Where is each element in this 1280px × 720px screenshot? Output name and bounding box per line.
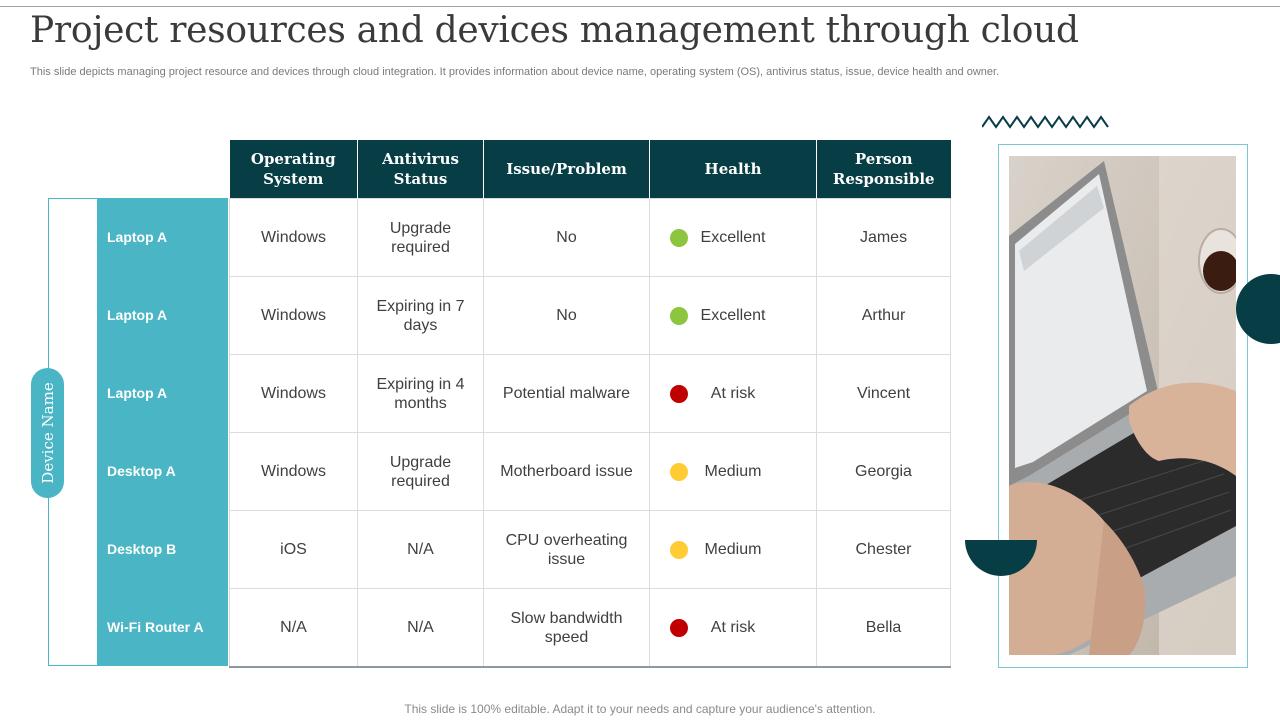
device-table: Operating System Antivirus Status Issue/…	[229, 140, 951, 668]
header-antivirus-status: Antivirus Status	[357, 140, 484, 199]
os-cell: Windows	[229, 354, 358, 433]
health-status-dot	[670, 228, 688, 247]
antivirus-cell: Expiring in 4 months	[357, 354, 484, 433]
os-cell: Windows	[229, 276, 358, 355]
os-cell: Windows	[229, 198, 358, 277]
antivirus-cell: N/A	[357, 588, 484, 668]
health-text: Excellent	[700, 229, 766, 246]
antivirus-cell: Upgrade required	[357, 432, 484, 511]
health-cell: Excellent	[649, 198, 817, 277]
device-name-label: Device Name	[38, 382, 57, 484]
slide-title: Project resources and devices management…	[30, 10, 1079, 51]
antivirus-cell: N/A	[357, 510, 484, 589]
antivirus-cell: Upgrade required	[357, 198, 484, 277]
person-cell: Chester	[816, 510, 951, 589]
footer-note: This slide is 100% editable. Adapt it to…	[404, 702, 876, 716]
issue-cell: Potential malware	[483, 354, 650, 433]
issue-cell: Motherboard issue	[483, 432, 650, 511]
os-cell: N/A	[229, 588, 358, 668]
issue-cell: CPU overheating issue	[483, 510, 650, 589]
health-cell: Excellent	[649, 276, 817, 355]
device-cell: Laptop A	[97, 276, 228, 354]
health-status-dot	[670, 462, 688, 481]
person-cell: Arthur	[816, 276, 951, 355]
health-text: At risk	[710, 385, 756, 402]
health-text: At risk	[710, 619, 756, 636]
health-status-dot	[670, 306, 688, 325]
half-circle-decoration-right	[1236, 274, 1280, 344]
health-text: Medium	[704, 541, 762, 558]
health-text: Excellent	[700, 307, 766, 324]
device-cell: Wi-Fi Router A	[97, 588, 228, 666]
device-column: Laptop A Laptop A Laptop A Desktop A Des…	[97, 198, 228, 666]
health-status-dot	[670, 618, 688, 637]
table-row: Windows Upgrade required Motherboard iss…	[229, 432, 951, 511]
person-cell: James	[816, 198, 951, 277]
table-row: Windows Upgrade required No Excellent Ja…	[229, 198, 951, 277]
top-rule	[0, 6, 1280, 7]
device-cell: Laptop A	[97, 354, 228, 432]
os-cell: iOS	[229, 510, 358, 589]
laptop-typing-photo	[1009, 156, 1236, 655]
table-row: Windows Expiring in 4 months Potential m…	[229, 354, 951, 433]
health-status-dot	[670, 384, 688, 403]
issue-cell: No	[483, 198, 650, 277]
health-text: Medium	[704, 463, 762, 480]
health-status-dot	[670, 540, 688, 559]
device-name-pill: Device Name	[31, 368, 64, 498]
header-issue-problem: Issue/Problem	[483, 140, 650, 199]
header-operating-system: Operating System	[229, 140, 358, 199]
header-person-responsible: Person Responsible	[816, 140, 951, 199]
header-health: Health	[649, 140, 817, 199]
table-row: N/A N/A Slow bandwidth speed At risk Bel…	[229, 588, 951, 668]
os-cell: Windows	[229, 432, 358, 511]
health-cell: Medium	[649, 432, 817, 511]
half-circle-decoration-bottom	[965, 540, 1037, 576]
health-cell: At risk	[649, 588, 817, 668]
table-row: Windows Expiring in 7 days No Excellent …	[229, 276, 951, 355]
antivirus-cell: Expiring in 7 days	[357, 276, 484, 355]
table-row: iOS N/A CPU overheating issue Medium Che…	[229, 510, 951, 589]
health-cell: Medium	[649, 510, 817, 589]
person-cell: Vincent	[816, 354, 951, 433]
device-cell: Laptop A	[97, 198, 228, 276]
photo-frame	[998, 144, 1248, 668]
device-cell: Desktop A	[97, 432, 228, 510]
table-header-row: Operating System Antivirus Status Issue/…	[229, 140, 951, 199]
issue-cell: No	[483, 276, 650, 355]
person-cell: Bella	[816, 588, 951, 668]
zigzag-decoration	[982, 115, 1109, 129]
health-cell: At risk	[649, 354, 817, 433]
slide-subtitle: This slide depicts managing project reso…	[30, 66, 1000, 78]
person-cell: Georgia	[816, 432, 951, 511]
device-cell: Desktop B	[97, 510, 228, 588]
issue-cell: Slow bandwidth speed	[483, 588, 650, 668]
